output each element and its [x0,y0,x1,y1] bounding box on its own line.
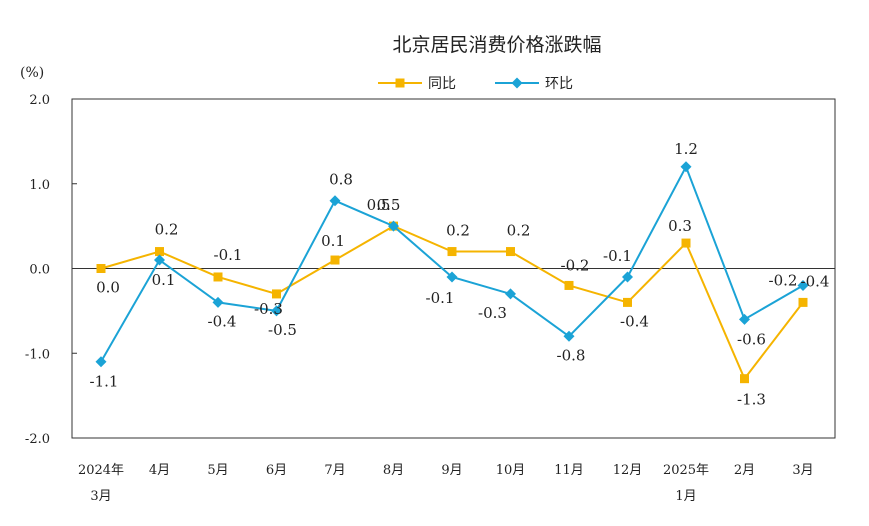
series-1-point [740,374,749,384]
series-2-point [622,271,633,283]
data-label: -0.2 [769,271,798,289]
data-label: -0.4 [208,312,237,330]
x-tick-label: 1月 [675,489,696,504]
series-1-point [447,247,457,257]
legend-marker-diamond [511,77,523,89]
data-label: 0.2 [446,222,470,240]
series-1-point [623,297,632,307]
x-tick-label: 3月 [792,463,813,478]
series-2-point [680,161,692,173]
data-label: 0.0 [96,279,120,297]
legend-label: 同比 [428,76,456,92]
y-axis: 2.0 1.0 0.0 -1.0 -2.0 [25,93,835,447]
legend-label: 环比 [545,76,573,92]
chart-title: 北京居民消费价格涨跌幅 [392,34,601,56]
data-label: -0.8 [557,346,586,364]
data-label: -1.3 [737,391,766,409]
data-label: 0.8 [329,171,353,189]
series-2-point [446,271,458,283]
x-tick-label: 6月 [266,463,287,478]
series-2-point [212,296,224,308]
series-2-point [154,254,165,266]
x-tick-label: 7月 [324,463,345,478]
series-1-point [155,247,164,257]
data-label: -0.4 [620,312,649,330]
series-2-point [739,313,750,325]
x-axis: 2024年 3月 4月 5月 6月 7月 8月 9月 10月 11月 12月 2025年 1月 2月 3月 [78,463,814,504]
series-1-point [681,238,691,248]
data-label: 0.2 [155,221,179,239]
series-2-point [563,330,575,342]
data-label: 0.5 [377,196,401,214]
series-2-point [95,356,107,368]
data-label: -0.1 [603,247,632,265]
series-2-point [388,220,399,232]
x-tick-label: 11月 [554,463,584,478]
data-label: -0.3 [478,304,507,322]
series-1-point [272,289,281,299]
series-2-point [329,195,341,207]
data-label: 0.1 [321,232,345,250]
data-label: -0.5 [268,321,297,339]
data-label: -0.4 [801,272,830,290]
x-tick-label: 12月 [613,463,643,478]
x-tick-label: 2025年 [663,463,709,478]
series-line-2 [100,164,804,363]
data-label: -0.1 [214,246,243,264]
y-tick-label: 0.0 [29,263,50,278]
x-tick-label: 10月 [496,463,526,478]
y-tick-label: -2.0 [25,432,50,447]
data-label: -0.6 [737,330,766,348]
y-tick-label: 1.0 [29,178,50,193]
y-axis-unit: (%) [20,65,44,81]
series-1-point [798,297,808,307]
series-2-point [797,279,809,291]
x-tick-label: 9月 [441,463,462,478]
y-tick-label: -1.0 [25,347,50,362]
series-1-point [506,247,515,257]
data-label: -0.3 [254,300,283,318]
series-layer [95,161,809,384]
data-label: -0.1 [426,289,455,307]
series-1-point [96,264,106,273]
legend: 同比 环比 [378,76,573,92]
legend-marker-square [395,78,405,88]
x-tick-label: 2月 [734,463,755,478]
data-label: 0.5 [367,196,391,214]
data-label: 0.2 [507,222,531,240]
x-tick-label: 2024年 [78,463,124,478]
data-labels: 0.00.2-0.1-0.30.10.50.2 0.2-0.2-0.40.3-1.… [90,140,830,409]
x-tick-label: 5月 [207,463,228,478]
series-2-point [271,305,282,317]
data-label: 1.2 [674,140,698,158]
x-tick-label: 8月 [383,463,404,478]
data-label: 0.3 [668,217,692,235]
y-tick-label: 2.0 [29,93,50,108]
series-1-point [213,272,223,282]
x-tick-label: 4月 [149,463,170,478]
series-2-point [505,288,516,300]
series-1-point [564,280,574,290]
data-label: -0.2 [561,256,590,274]
data-label: 0.1 [152,271,176,289]
series-1-point [330,255,340,265]
x-tick-label: 3月 [90,489,111,504]
data-label: -1.1 [90,373,119,391]
